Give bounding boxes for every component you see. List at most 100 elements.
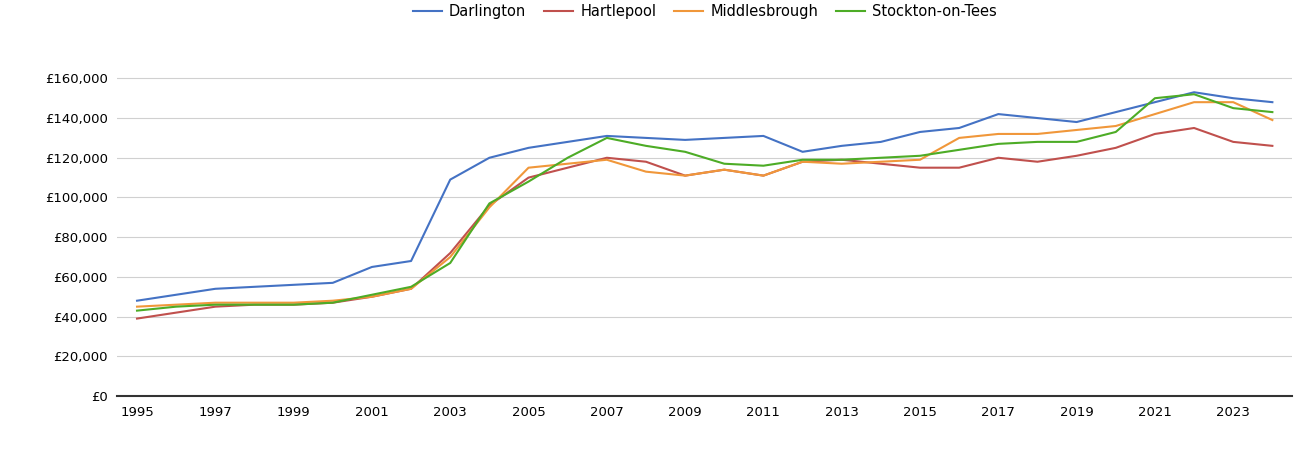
Stockton-on-Tees: [912, 153, 928, 158]
Stockton-on-Tees: [1108, 129, 1124, 135]
Stockton-on-Tees: [560, 155, 576, 161]
Middlesbrough: [795, 159, 810, 164]
Hartlepool: [834, 157, 850, 162]
Stockton-on-Tees: [716, 161, 732, 166]
Middlesbrough: [638, 169, 654, 174]
Line: Hartlepool: Hartlepool: [137, 128, 1272, 319]
Darlington: [560, 139, 576, 144]
Hartlepool: [912, 165, 928, 171]
Hartlepool: [716, 167, 732, 172]
Middlesbrough: [129, 304, 145, 309]
Darlington: [756, 133, 771, 139]
Darlington: [247, 284, 262, 289]
Stockton-on-Tees: [1030, 139, 1045, 144]
Middlesbrough: [990, 131, 1006, 137]
Hartlepool: [482, 202, 497, 208]
Middlesbrough: [482, 205, 497, 210]
Middlesbrough: [1030, 131, 1045, 137]
Line: Middlesbrough: Middlesbrough: [137, 102, 1272, 306]
Darlington: [834, 143, 850, 148]
Darlington: [716, 135, 732, 140]
Hartlepool: [286, 302, 301, 307]
Hartlepool: [638, 159, 654, 164]
Hartlepool: [1030, 159, 1045, 164]
Stockton-on-Tees: [756, 163, 771, 168]
Darlington: [403, 258, 419, 264]
Darlington: [325, 280, 341, 286]
Middlesbrough: [168, 302, 184, 307]
Darlington: [482, 155, 497, 161]
Stockton-on-Tees: [364, 292, 380, 297]
Hartlepool: [1108, 145, 1124, 151]
Hartlepool: [442, 250, 458, 256]
Middlesbrough: [599, 157, 615, 162]
Stockton-on-Tees: [442, 260, 458, 265]
Darlington: [990, 112, 1006, 117]
Hartlepool: [1069, 153, 1084, 158]
Hartlepool: [795, 159, 810, 164]
Darlington: [364, 264, 380, 270]
Darlington: [1147, 99, 1163, 105]
Darlington: [1069, 119, 1084, 125]
Middlesbrough: [677, 173, 693, 178]
Hartlepool: [129, 316, 145, 321]
Middlesbrough: [1108, 123, 1124, 129]
Stockton-on-Tees: [325, 300, 341, 306]
Darlington: [873, 139, 889, 144]
Stockton-on-Tees: [1225, 105, 1241, 111]
Darlington: [286, 282, 301, 288]
Middlesbrough: [1147, 112, 1163, 117]
Hartlepool: [990, 155, 1006, 161]
Middlesbrough: [716, 167, 732, 172]
Hartlepool: [325, 300, 341, 306]
Middlesbrough: [207, 300, 223, 306]
Stockton-on-Tees: [129, 308, 145, 313]
Stockton-on-Tees: [1186, 91, 1202, 97]
Darlington: [207, 286, 223, 292]
Hartlepool: [873, 161, 889, 166]
Hartlepool: [364, 294, 380, 299]
Darlington: [677, 137, 693, 143]
Stockton-on-Tees: [834, 157, 850, 162]
Hartlepool: [560, 165, 576, 171]
Hartlepool: [756, 173, 771, 178]
Middlesbrough: [560, 161, 576, 166]
Middlesbrough: [364, 294, 380, 299]
Stockton-on-Tees: [168, 304, 184, 309]
Hartlepool: [1186, 125, 1202, 130]
Middlesbrough: [247, 300, 262, 306]
Middlesbrough: [521, 165, 536, 171]
Stockton-on-Tees: [951, 147, 967, 153]
Stockton-on-Tees: [1147, 95, 1163, 101]
Darlington: [638, 135, 654, 140]
Darlington: [1030, 115, 1045, 121]
Stockton-on-Tees: [873, 155, 889, 161]
Darlington: [442, 177, 458, 182]
Darlington: [951, 125, 967, 130]
Hartlepool: [403, 286, 419, 292]
Stockton-on-Tees: [599, 135, 615, 140]
Stockton-on-Tees: [795, 157, 810, 162]
Hartlepool: [1265, 143, 1280, 148]
Middlesbrough: [442, 254, 458, 260]
Stockton-on-Tees: [247, 302, 262, 307]
Middlesbrough: [1225, 99, 1241, 105]
Middlesbrough: [1186, 99, 1202, 105]
Line: Darlington: Darlington: [137, 92, 1272, 301]
Darlington: [1265, 99, 1280, 105]
Line: Stockton-on-Tees: Stockton-on-Tees: [137, 94, 1272, 310]
Darlington: [1225, 95, 1241, 101]
Hartlepool: [951, 165, 967, 171]
Stockton-on-Tees: [286, 302, 301, 307]
Stockton-on-Tees: [638, 143, 654, 148]
Middlesbrough: [325, 298, 341, 303]
Stockton-on-Tees: [521, 179, 536, 184]
Darlington: [599, 133, 615, 139]
Middlesbrough: [834, 161, 850, 166]
Middlesbrough: [1069, 127, 1084, 133]
Middlesbrough: [951, 135, 967, 140]
Hartlepool: [1225, 139, 1241, 144]
Darlington: [168, 292, 184, 297]
Middlesbrough: [403, 286, 419, 292]
Hartlepool: [521, 175, 536, 180]
